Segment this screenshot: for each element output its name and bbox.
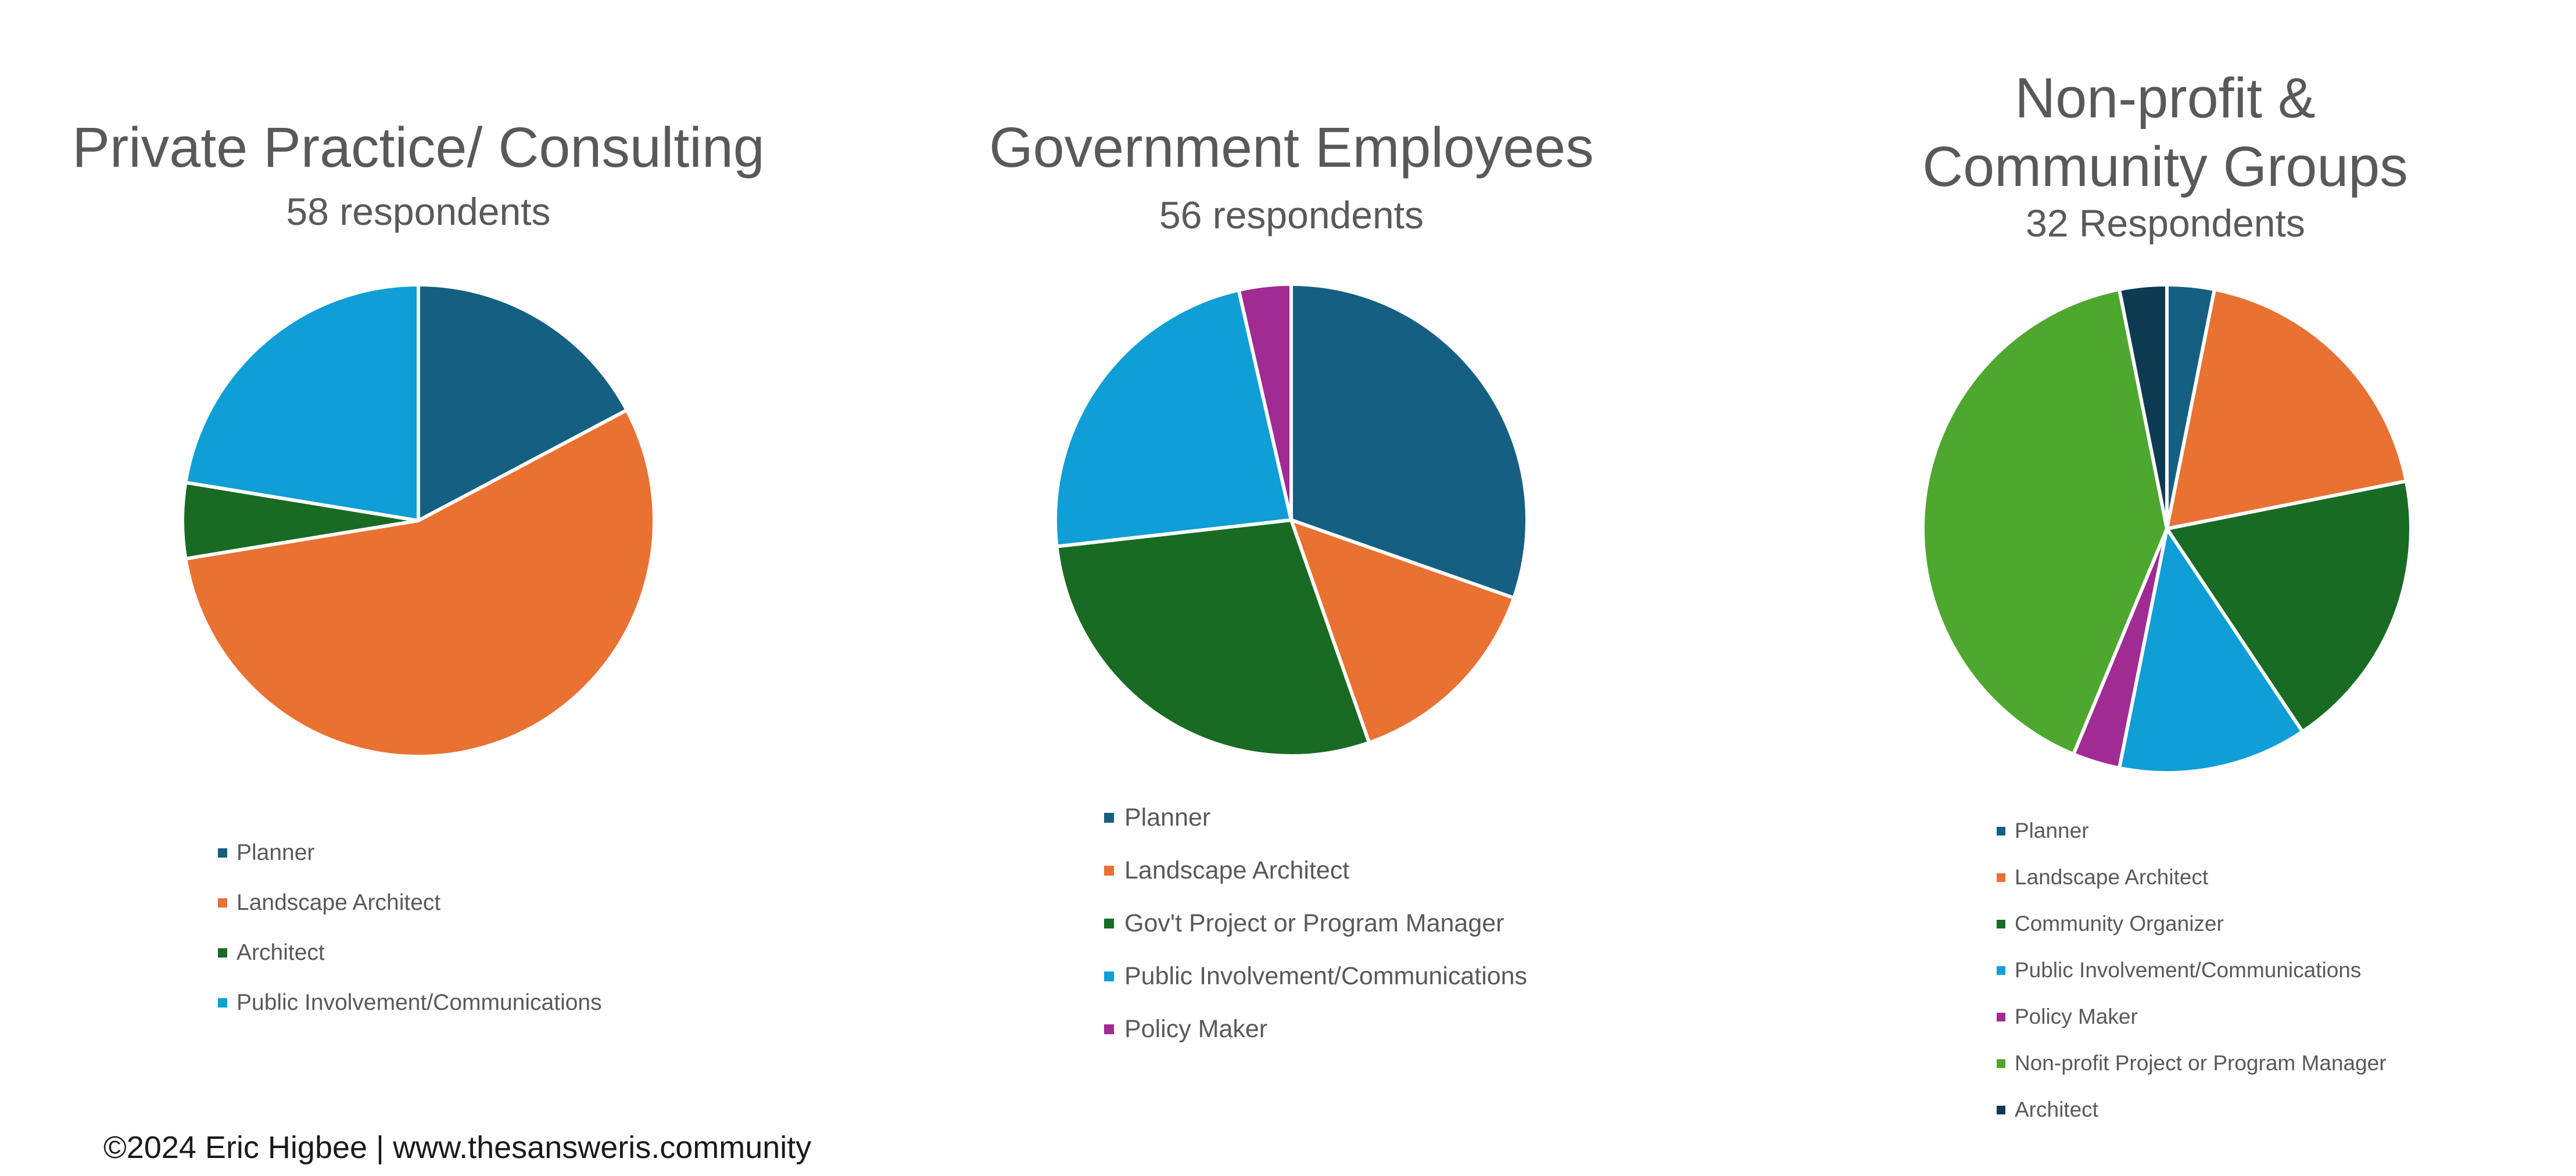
legend-label: Non-profit Project or Program Manager xyxy=(2015,1051,2387,1075)
legend-swatch xyxy=(218,848,227,858)
pie-slice-architect xyxy=(2118,283,2169,530)
legend-item-non-profit-project-or-program-manager: Non-profit Project or Program Manager xyxy=(1997,1040,2387,1087)
legend-swatch xyxy=(1104,813,1114,823)
legend-swatch xyxy=(218,998,227,1008)
pie-slice-community-organizer xyxy=(2165,479,2413,734)
legend-swatch xyxy=(218,898,227,908)
legend-swatch xyxy=(1997,1105,2005,1114)
legend-item-community-organizer: Community Organizer xyxy=(1997,901,2387,947)
legend-swatch xyxy=(1997,966,2005,975)
pie-chart xyxy=(181,283,656,758)
legend-item-landscape-architect: Landscape Architect xyxy=(218,878,602,928)
legend-item-landscape-architect: Landscape Architect xyxy=(1104,844,1527,897)
legend-item-landscape-architect: Landscape Architect xyxy=(1997,854,2387,901)
pie-slice-public-involvement-communications xyxy=(184,283,420,522)
legend-swatch xyxy=(218,948,227,958)
legend-label: Landscape Architect xyxy=(1124,856,1350,884)
legend-item-policy-maker: Policy Maker xyxy=(1104,1003,1527,1056)
legend-swatch xyxy=(1104,1024,1114,1034)
legend-swatch xyxy=(1104,919,1114,928)
pie-slice-landscape-architect xyxy=(184,408,656,758)
legend-label: Policy Maker xyxy=(1124,1015,1268,1043)
legend-label: Planner xyxy=(2015,819,2089,842)
legend-item-gov-t-project-or-program-manager: Gov't Project or Program Manager xyxy=(1104,897,1527,950)
pie-chart xyxy=(1054,282,1529,758)
legend-label: Public Involvement/Communications xyxy=(1124,962,1528,990)
pie-slice-planner xyxy=(1289,282,1529,600)
legend-label: Architect xyxy=(2015,1098,2098,1121)
pie-slice-landscape-architect xyxy=(1289,518,1516,745)
chart-panel-government: Government Employees 56 respondents Plan… xyxy=(860,0,1723,1116)
legend-label: Planner xyxy=(1124,804,1211,831)
chart-title: Private Practice/ Consulting xyxy=(72,116,765,179)
chart-legend: Planner Landscape Architect Community Orga… xyxy=(1997,808,2387,1133)
legend-label: Landscape Architect xyxy=(2015,865,2209,889)
chart-legend: Planner Landscape Architect Architect Publi… xyxy=(218,828,602,1028)
chart-panel-private-practice: Private Practice/ Consulting 58 responde… xyxy=(0,0,837,1116)
chart-subtitle: 58 respondents xyxy=(286,190,551,233)
chart-title: Non-profit & Community Groups xyxy=(1922,66,2408,198)
legend-label: Architect xyxy=(237,940,325,965)
pie-slice-policy-maker xyxy=(1237,282,1293,522)
legend-item-public-involvement-communications: Public Involvement/Communications xyxy=(218,978,602,1028)
legend-item-public-involvement-communications: Public Involvement/Communications xyxy=(1997,947,2387,994)
legend-swatch xyxy=(1997,919,2005,928)
pie-slice-public-involvement-communications xyxy=(2118,527,2305,775)
chart-title: Government Employees xyxy=(989,116,1594,179)
legend-swatch xyxy=(1997,1059,2005,1068)
chart-legend: Planner Landscape Architect Gov't Project … xyxy=(1104,791,1527,1056)
chart-panel-nonprofit: Non-profit & Community Groups 32 Respond… xyxy=(1755,0,2576,1121)
pie-slice-non-profit-project-or-program-manager xyxy=(1921,288,2169,756)
legend-label: Community Organizer xyxy=(2015,912,2224,935)
legend-item-public-involvement-communications: Public Involvement/Communications xyxy=(1104,950,1527,1003)
legend-item-planner: Planner xyxy=(1104,791,1527,844)
legend-swatch xyxy=(1997,826,2005,836)
legend-item-architect: Architect xyxy=(1997,1087,2387,1133)
legend-swatch xyxy=(1104,971,1114,981)
legend-item-planner: Planner xyxy=(1997,808,2387,854)
legend-label: Public Involvement/Communications xyxy=(2015,958,2362,982)
legend-item-policy-maker: Policy Maker xyxy=(1997,994,2387,1040)
legend-label: Planner xyxy=(237,840,315,865)
legend-item-planner: Planner xyxy=(218,828,602,878)
pie-slice-planner xyxy=(417,283,629,522)
chart-subtitle: 56 respondents xyxy=(1159,193,1424,236)
legend-item-architect: Architect xyxy=(218,928,602,978)
pie-slice-landscape-architect xyxy=(2165,288,2408,530)
chart-subtitle: 32 Respondents xyxy=(2026,202,2305,245)
pie-slice-gov-t-project-or-program-manager xyxy=(1055,518,1371,758)
copyright-footer: ©2024 Eric Higbee | www.thesansweris.com… xyxy=(103,1130,812,1165)
legend-label: Landscape Architect xyxy=(237,890,441,915)
legend-label: Policy Maker xyxy=(2015,1005,2138,1028)
pie-chart xyxy=(1921,283,2413,775)
legend-label: Public Involvement/Communications xyxy=(237,990,602,1015)
legend-swatch xyxy=(1997,873,2005,882)
legend-swatch xyxy=(1997,1012,2005,1021)
pie-slice-public-involvement-communications xyxy=(1054,288,1293,548)
legend-swatch xyxy=(1104,866,1114,876)
legend-label: Gov't Project or Program Manager xyxy=(1124,909,1504,937)
